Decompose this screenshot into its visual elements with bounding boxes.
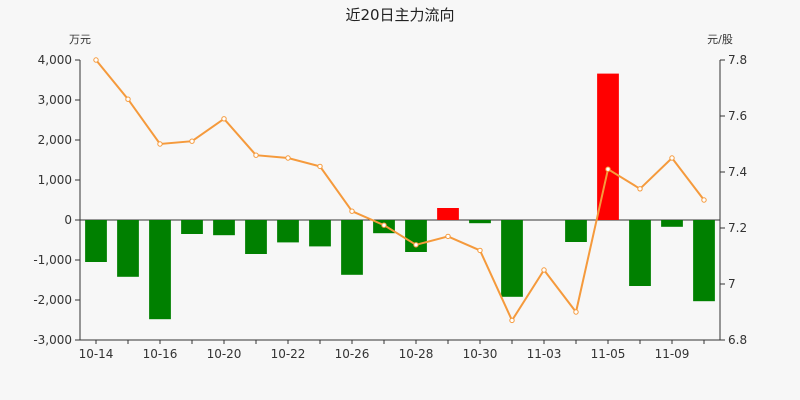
bar-series (85, 73, 715, 320)
price-point (93, 57, 99, 63)
flow-bar (437, 208, 459, 220)
right-axis-unit: 元/股 (707, 33, 733, 46)
x-tick-label: 10-28 (399, 347, 434, 361)
x-tick-label: 10-16 (143, 347, 178, 361)
price-point (477, 247, 483, 254)
price-point (349, 208, 355, 214)
flow-bar (693, 220, 715, 302)
flow-bar (501, 220, 523, 297)
price-line (95, 59, 705, 323)
right-tick-label: 7.2 (728, 221, 747, 235)
price-point (573, 309, 579, 315)
flow-bar (117, 220, 139, 277)
left-tick-label: -3,000 (33, 333, 72, 347)
left-tick-label: 3,000 (38, 93, 72, 107)
flow-bar (309, 220, 331, 247)
price-point (509, 317, 515, 324)
flow-bar (245, 220, 267, 254)
price-point (285, 155, 291, 161)
flow-bar (213, 220, 235, 236)
price-point (701, 197, 707, 203)
price-point (157, 141, 163, 147)
right-tick-label: 7.6 (728, 109, 747, 123)
left-tick-label: 1,000 (38, 173, 72, 187)
price-point (637, 186, 643, 192)
flow-bar (341, 220, 363, 275)
chart-title: 近20日主力流向 (345, 6, 454, 24)
price-point (189, 138, 195, 144)
price-point (445, 233, 451, 240)
right-tick-label: 7 (728, 277, 736, 291)
x-tick-label: 10-20 (207, 347, 242, 361)
flow-bar (629, 220, 651, 286)
price-point (317, 163, 323, 170)
x-tick-label: 10-26 (335, 347, 370, 361)
price-line-series (93, 57, 707, 324)
price-point (221, 116, 227, 122)
right-tick-label: 7.8 (728, 53, 747, 67)
left-axis-unit: 万元 (69, 33, 91, 46)
price-point (381, 222, 387, 228)
price-point (669, 155, 675, 161)
price-point (413, 242, 419, 248)
left-tick-label: 0 (64, 213, 72, 227)
flow-bar (661, 220, 683, 227)
price-point (605, 166, 611, 172)
price-point (125, 96, 131, 102)
price-point (541, 267, 547, 273)
axes: 4,000 3,000 2,000 1,000 0 -1,000 -2,000 -3,000 7… (33, 53, 747, 361)
x-tick-label: 10-22 (271, 347, 306, 361)
left-tick-label: 2,000 (38, 133, 72, 147)
flow-bar (149, 220, 171, 320)
x-tick-label: 11-05 (591, 347, 626, 361)
flow-bar (469, 220, 491, 224)
price-point (253, 152, 259, 158)
flow-bar (85, 220, 107, 262)
left-tick-label: -1,000 (33, 253, 72, 267)
flow-bar (181, 220, 203, 234)
right-tick-label: 6.8 (728, 333, 747, 347)
x-tick-label: 10-14 (79, 347, 114, 361)
left-tick-label: 4,000 (38, 53, 72, 67)
x-tick-label: 11-09 (655, 347, 690, 361)
flow-bar (565, 220, 587, 242)
left-tick-label: -2,000 (33, 293, 72, 307)
x-tick-label: 11-03 (527, 347, 562, 361)
x-tick-label: 10-30 (463, 347, 498, 361)
right-tick-label: 7.4 (728, 165, 747, 179)
flow-bar (597, 73, 619, 220)
flow-bar (277, 220, 299, 243)
